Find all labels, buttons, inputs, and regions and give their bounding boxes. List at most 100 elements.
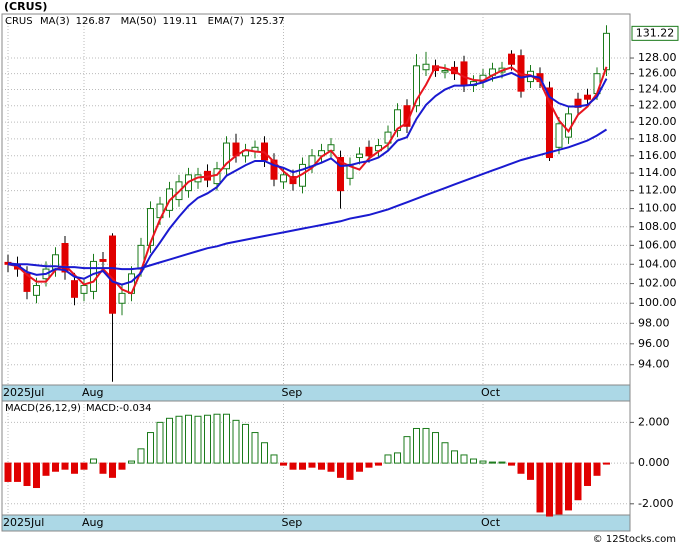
y-tick-label: 120.00: [638, 115, 677, 128]
macd-bar: [536, 462, 544, 513]
y-tick-label: 0.000: [638, 456, 670, 469]
macd-bar: [90, 458, 97, 464]
y-tick-label: 112.00: [638, 184, 677, 197]
macd-bar: [185, 414, 192, 464]
y-tick-label: 110.00: [638, 202, 677, 215]
macd-bar: [118, 462, 126, 470]
candle-body: [413, 65, 420, 107]
macd-bar: [470, 458, 477, 464]
moving-average-line: [7, 71, 608, 286]
x-tick-label: Oct: [481, 516, 501, 529]
macd-bar: [603, 462, 610, 465]
candle-body: [555, 123, 563, 148]
macd-bar: [479, 460, 487, 464]
chart-title: (CRUS): [4, 0, 47, 13]
candle-body: [356, 153, 363, 159]
macd-bar: [232, 419, 240, 464]
macd-annotation: MACD:-0.034: [86, 403, 152, 414]
y-tick-label: 124.00: [638, 83, 677, 96]
macd-bar: [337, 462, 344, 478]
candle-body: [270, 159, 278, 180]
x-tick-label: Sep: [282, 516, 303, 529]
macd-bar: [365, 462, 373, 468]
y-tick-label: 96.00: [638, 337, 670, 350]
macd-bar: [555, 462, 563, 515]
macd-bar: [375, 462, 382, 466]
watermark: © 12Stocks.com: [593, 534, 676, 545]
candle-body: [109, 235, 116, 314]
macd-bar: [261, 442, 268, 464]
macd-bar: [384, 454, 392, 464]
macd-bar: [80, 462, 88, 470]
macd-bar: [223, 413, 230, 464]
x-tick-label: Aug: [82, 516, 103, 529]
macd-bar: [61, 462, 69, 470]
y-tick-label: 116.00: [638, 149, 677, 162]
y-tick-label: 126.00: [638, 67, 677, 80]
legend-name: MA(50): [121, 16, 157, 27]
candle-body: [365, 146, 373, 157]
macd-bar: [308, 462, 316, 468]
macd-bar: [432, 432, 439, 464]
legend-name: EMA(7): [208, 16, 244, 27]
last-price-box: [631, 25, 679, 41]
macd-bar: [289, 462, 297, 470]
macd-bar: [166, 417, 173, 464]
legend-value: 119.11: [163, 16, 198, 27]
macd-bar: [270, 454, 278, 464]
candle-body: [118, 292, 126, 304]
moving-average-line: [7, 128, 608, 271]
candle-body: [99, 259, 107, 262]
x-tick-label: Oct: [481, 386, 501, 399]
macd-bar: [508, 462, 515, 466]
candle-body: [584, 94, 591, 100]
macd-bar: [137, 448, 145, 464]
legend-value: 125.37: [250, 16, 285, 27]
y-tick-label: 104.00: [638, 257, 677, 270]
macd-bar: [574, 462, 582, 501]
macd-bar: [546, 462, 553, 517]
macd-bar: [517, 462, 525, 474]
macd-bar: [299, 462, 306, 470]
macd-bar: [242, 423, 249, 464]
date-strip: [1, 514, 631, 532]
candle-body: [71, 280, 78, 298]
macd-bar: [593, 462, 601, 476]
y-tick-label: 128.00: [638, 51, 677, 64]
macd-bar: [356, 462, 363, 472]
x-tick-label: Aug: [82, 386, 103, 399]
macd-bar: [327, 462, 335, 472]
macd-bar: [413, 427, 420, 464]
macd-bar: [584, 462, 591, 486]
macd-panel: [1, 400, 631, 516]
macd-bar: [441, 442, 449, 464]
macd-bar: [175, 415, 183, 464]
macd-bar: [23, 462, 31, 486]
candle-body: [422, 63, 430, 71]
y-tick-label: 118.00: [638, 132, 677, 145]
macd-bar: [280, 462, 287, 466]
candle-body: [508, 53, 515, 65]
candle-body: [460, 61, 468, 87]
macd-bar: [394, 452, 401, 464]
macd-bar: [156, 421, 164, 464]
candle-body: [33, 285, 40, 296]
y-tick-label: 102.00: [638, 277, 677, 290]
macd-bar: [147, 432, 154, 464]
x-tick-label: 2025Jul: [3, 516, 44, 529]
y-tick-label: 2.000: [638, 415, 670, 428]
macd-bar: [565, 462, 572, 511]
candle-body: [223, 142, 230, 170]
macd-bar: [42, 462, 50, 476]
legend-symbol: CRUS: [5, 16, 33, 27]
candle-body: [441, 70, 449, 73]
legend-value: 126.87: [76, 16, 111, 27]
macd-bar: [99, 462, 107, 474]
y-tick-label: 108.00: [638, 220, 677, 233]
y-tick-label: 122.00: [638, 99, 677, 112]
x-tick-label: Sep: [282, 386, 303, 399]
moving-average-line: [7, 65, 608, 295]
macd-bar: [128, 460, 135, 464]
macd-bar: [4, 462, 12, 482]
macd-bar: [204, 414, 211, 464]
